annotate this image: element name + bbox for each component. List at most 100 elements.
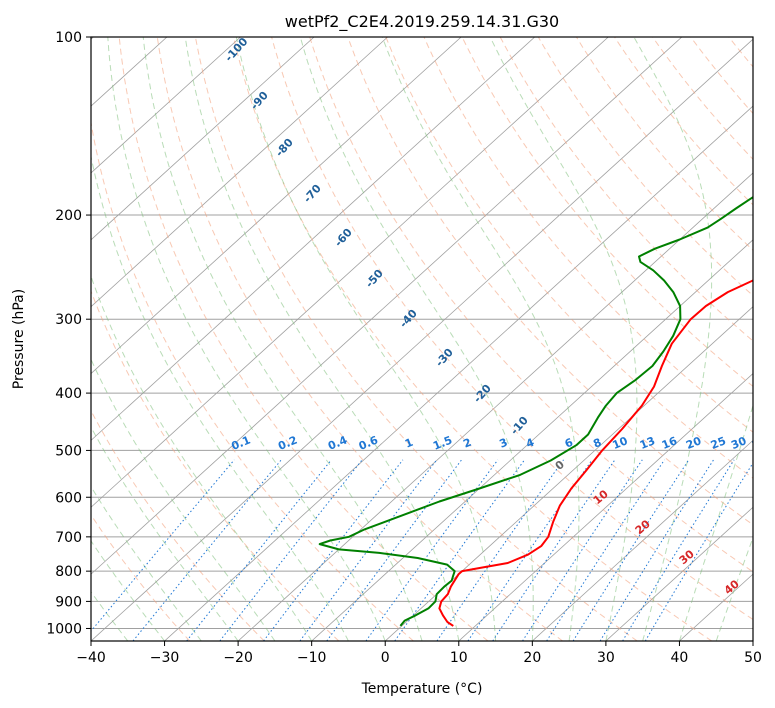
x-tick-label: −10 [297, 650, 327, 666]
moist-adiabat [633, 37, 713, 641]
dry-adiabat [423, 37, 753, 433]
y-tick-label: 100 [55, 30, 82, 46]
mixing-ratio-line [436, 459, 564, 641]
mixing-ratio-line [522, 459, 643, 641]
mixing-ratio-label: 8 [591, 436, 603, 451]
mixing-ratio-line [622, 459, 735, 641]
x-tick-label: 0 [381, 650, 390, 666]
chart-title: wetPf2_C2E4.2019.259.14.31.G30 [285, 12, 559, 32]
y-tick-label: 700 [55, 530, 82, 546]
dry-adiabat [347, 37, 753, 526]
mixing-ratio-label: 20 [684, 434, 703, 452]
dry-adiabat [461, 37, 753, 388]
isotherm-line [91, 37, 241, 174]
x-tick-label: 30 [597, 650, 615, 666]
dry-adiabat [652, 37, 753, 160]
x-tick-label: −30 [150, 650, 180, 666]
dry-adiabat [91, 119, 414, 641]
isotherm-line [458, 372, 753, 641]
x-tick-label: 10 [450, 650, 468, 666]
dry-adiabat [194, 37, 638, 641]
moist-adiabat [91, 591, 129, 641]
moist-adiabat [489, 37, 638, 641]
moist-adiabat [299, 37, 534, 641]
moist-adiabat [107, 37, 386, 641]
isotherm-line [384, 306, 753, 641]
y-tick-label: 900 [55, 594, 82, 610]
dry-adiabat [767, 37, 775, 641]
mixing-ratio-label: 30 [729, 434, 748, 452]
dry-adiabat [118, 37, 489, 641]
x-tick-label: −40 [76, 650, 106, 666]
x-tick-label: −20 [223, 650, 253, 666]
isotherm-line [91, 37, 536, 441]
mixing-ratio-line [132, 459, 282, 641]
mixing-ratio-label: 16 [660, 434, 679, 452]
isotherm-line [164, 105, 753, 641]
y-tick-label: 1000 [46, 621, 82, 637]
mixing-ratio-line [326, 459, 462, 641]
mixing-ratio-label: 2 [461, 436, 473, 451]
isotherm-line [91, 38, 753, 641]
isotherm-line [91, 37, 388, 308]
dry-adiabat [156, 37, 563, 641]
x-tick-label: 50 [744, 650, 762, 666]
moist-adiabat [91, 540, 165, 641]
mixing-ratio-label: 25 [709, 434, 728, 452]
mixing-ratio-line [394, 459, 526, 641]
mixing-ratio-line [299, 459, 438, 641]
dry-adiabat [271, 37, 753, 621]
plot-frame [90, 36, 754, 642]
mixing-ratio-line [91, 459, 235, 632]
dry-adiabat [499, 37, 753, 342]
x-tick-label: 40 [671, 650, 689, 666]
mixing-ratio-line [492, 459, 616, 641]
y-tick-label: 500 [55, 443, 82, 459]
mixing-ratio-label: 1 [403, 436, 415, 451]
y-tick-label: 800 [55, 564, 82, 580]
dry-adiabat [91, 289, 340, 641]
moist-adiabat [91, 426, 239, 641]
isotherm-line [91, 37, 315, 241]
isotherm-line [605, 506, 753, 641]
y-axis-label: Pressure (hPa) [11, 289, 27, 389]
mixing-ratio-line [365, 459, 499, 641]
isotherm-line [91, 37, 462, 375]
moist-adiabat [142, 37, 423, 641]
dry-adiabat [309, 37, 753, 573]
y-tick-label: 300 [55, 312, 82, 328]
series-layer [318, 195, 753, 627]
mixing-ratio-line [467, 459, 593, 641]
temperature-profile [438, 279, 753, 627]
y-tick-label: 600 [55, 490, 82, 506]
isotherm-line [237, 172, 753, 641]
mixing-ratio-line [186, 459, 332, 641]
y-tick-label: 200 [55, 208, 82, 224]
y-axis: 100 200 300 400 500 600 700 800 900 1000 [46, 30, 91, 637]
moist-adiabat [91, 358, 276, 641]
moist-adiabat [678, 403, 753, 641]
isotherm-line [532, 439, 753, 641]
mixing-ratio-label: 3 [498, 436, 510, 451]
isotherm-line [311, 239, 753, 641]
moist-adiabat [381, 37, 580, 641]
moist-adiabat [91, 154, 349, 641]
moist-adiabat [184, 37, 460, 641]
isotherm-line [91, 37, 683, 575]
dry-adiabat [614, 37, 753, 206]
background-lines [91, 37, 775, 641]
dry-adiabat [537, 37, 753, 297]
moist-adiabat [235, 37, 497, 641]
x-axis: −40 −30 −20 −10 0 10 20 30 40 50 [76, 641, 762, 666]
isotherm-line [91, 37, 609, 508]
y-tick-label: 400 [55, 386, 82, 402]
mixing-ratio-label: 13 [638, 434, 657, 452]
moist-adiabat [91, 485, 202, 641]
dry-adiabat [91, 409, 265, 641]
dewpoint-profile [318, 195, 753, 627]
x-tick-label: 20 [523, 650, 541, 666]
dry-adiabat [385, 37, 753, 479]
mixing-ratio-label: 10 [611, 434, 630, 452]
dry-adiabat [233, 37, 713, 641]
